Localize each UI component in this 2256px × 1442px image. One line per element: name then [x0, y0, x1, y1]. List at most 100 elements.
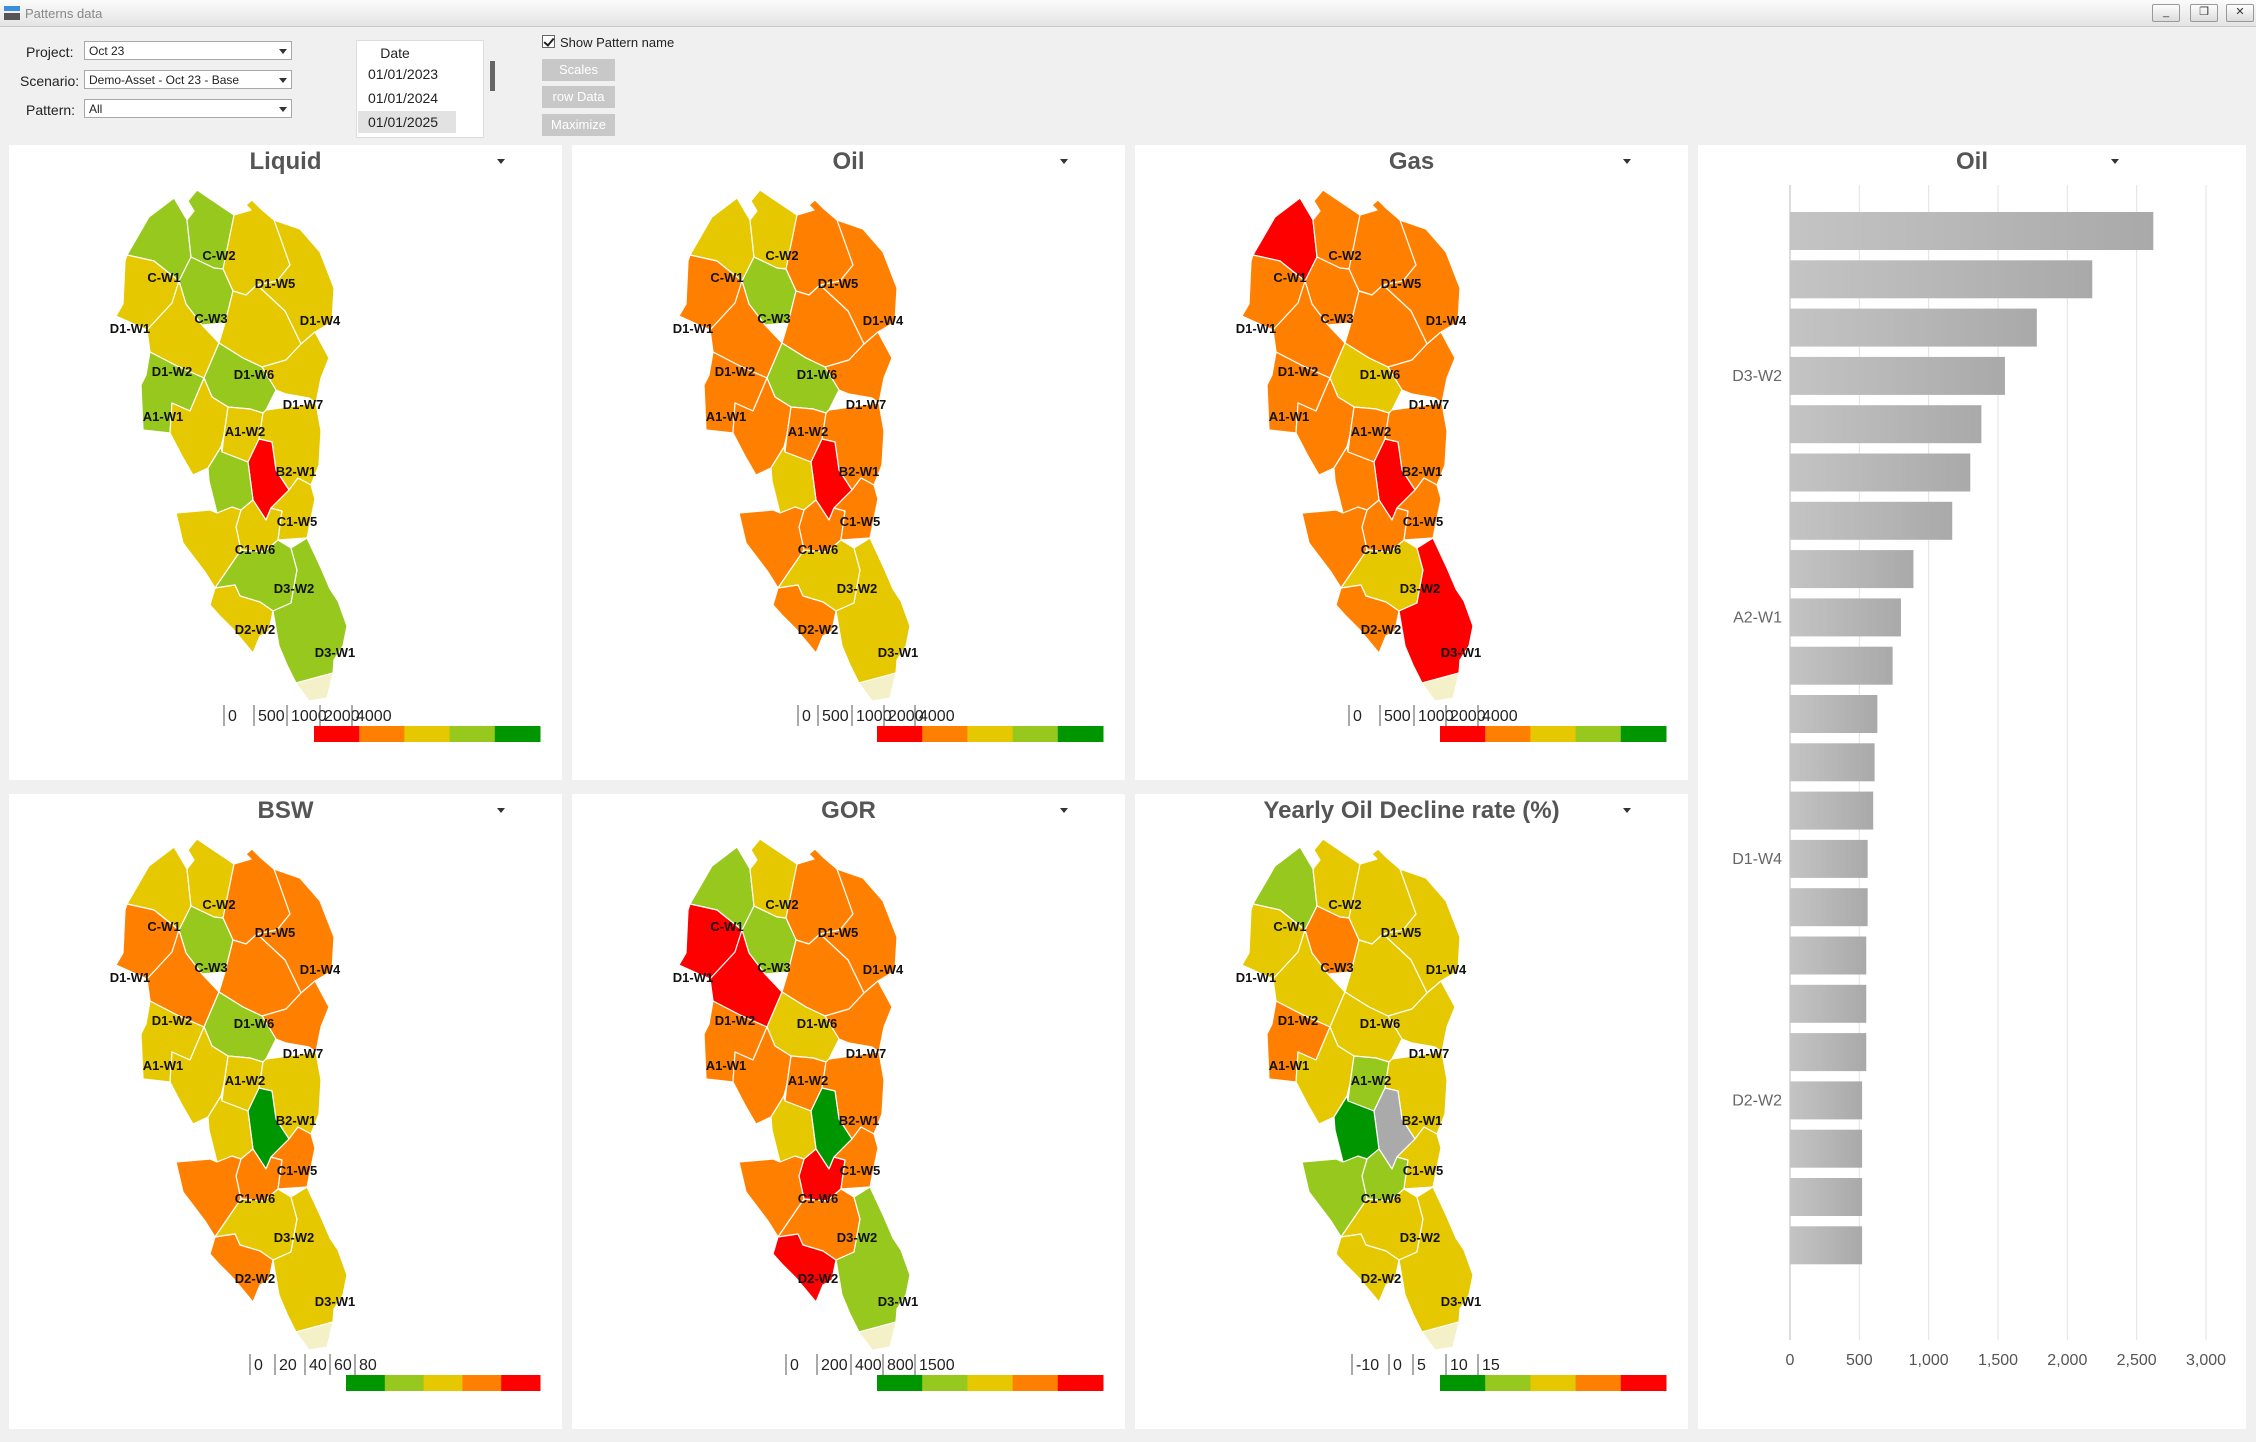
date-list[interactable]: Date 01/01/2023 01/01/2024 01/01/2025 — [356, 40, 495, 138]
bar[interactable] — [1790, 1081, 1863, 1120]
bar[interactable] — [1790, 646, 1893, 685]
maximize-button[interactable]: Maximize — [542, 114, 615, 136]
legend-tick-label: 1000 — [291, 708, 327, 725]
x-tick-label: 2,000 — [2047, 1352, 2087, 1369]
pattern-label: C-W2 — [765, 897, 798, 912]
bar[interactable] — [1790, 308, 2037, 347]
pattern-polygon-d2-w2[interactable] — [209, 1233, 274, 1303]
bar[interactable] — [1790, 743, 1875, 782]
pattern-label: D1-W2 — [152, 1013, 192, 1028]
pattern-polygon-c1-w6[interactable] — [1301, 506, 1368, 589]
bar[interactable] — [1790, 453, 1971, 492]
pattern-label: D2-W2 — [235, 1271, 275, 1286]
bar[interactable] — [1790, 839, 1868, 878]
pattern-polygon-c1-w6[interactable] — [738, 1155, 805, 1238]
pattern-label: D1-W4 — [863, 313, 904, 328]
pattern-polygon-c1-w5[interactable] — [270, 477, 316, 541]
bar[interactable] — [1790, 598, 1901, 637]
project-combo[interactable]: Oct 23 — [84, 41, 292, 60]
bar[interactable] — [1790, 550, 1914, 589]
minimize-button[interactable]: _ — [2152, 4, 2180, 22]
panel-dropdown-icon[interactable] — [1060, 159, 1068, 164]
bar[interactable] — [1790, 791, 1874, 830]
pattern-polygon-d3-w1[interactable] — [272, 537, 348, 684]
pattern-polygon-d2-w2[interactable] — [1335, 1233, 1400, 1303]
panel-dropdown-icon[interactable] — [1060, 808, 1068, 813]
bar[interactable] — [1790, 984, 1867, 1023]
pattern-polygon-d3-w1[interactable] — [1398, 1186, 1474, 1333]
pattern-polygon-d3-w1[interactable] — [272, 1186, 348, 1333]
legend-swatch — [1530, 726, 1577, 742]
legend-tick-label: 20 — [279, 1357, 297, 1374]
x-tick-label: 500 — [1846, 1352, 1873, 1369]
close-button[interactable]: ✕ — [2226, 4, 2254, 22]
pattern-polygon-c1-w5[interactable] — [833, 1126, 879, 1190]
bar[interactable] — [1790, 356, 2005, 395]
row-data-button[interactable]: row Data — [542, 86, 615, 108]
bar[interactable] — [1790, 888, 1868, 927]
pattern-label: C1-W5 — [277, 514, 317, 529]
legend-swatch — [1530, 1375, 1577, 1391]
bar[interactable] — [1790, 936, 1867, 975]
legend-swatch — [1485, 726, 1531, 742]
pattern-polygon-c1-w6[interactable] — [738, 506, 805, 589]
date-item-selected[interactable]: 01/01/2025 — [358, 111, 456, 133]
color-legend: 0 20 40 60 80 — [249, 1354, 541, 1391]
bar[interactable] — [1790, 1226, 1863, 1265]
pattern-polygon-c1-w6[interactable] — [175, 1155, 242, 1238]
pattern-label: C1-W6 — [235, 542, 275, 557]
date-item[interactable]: 01/01/2024 — [368, 90, 439, 106]
pattern-polygon-c1-w5[interactable] — [270, 1126, 316, 1190]
pattern-polygon-d2-w2[interactable] — [1335, 584, 1400, 654]
legend-swatch — [359, 726, 405, 742]
pattern-label: C1-W6 — [1361, 1191, 1401, 1206]
bar[interactable] — [1790, 212, 2154, 250]
legend-swatch — [1575, 726, 1622, 742]
panel-dropdown-icon[interactable] — [2111, 159, 2119, 164]
restore-button[interactable]: ❐ — [2190, 4, 2218, 22]
pattern-label: C-W3 — [194, 311, 227, 326]
pattern-polygon-c1-w6[interactable] — [175, 506, 242, 589]
panel-dropdown-icon[interactable] — [1623, 159, 1631, 164]
pattern-polygon-c1-w5[interactable] — [833, 477, 879, 541]
pattern-polygon-d3-w1[interactable] — [835, 537, 911, 684]
pattern-polygon-fade — [295, 1321, 334, 1351]
scenario-combo[interactable]: Demo-Asset - Oct 23 - Base — [84, 70, 292, 89]
pattern-polygon-c1-w5[interactable] — [1396, 1126, 1442, 1190]
bar[interactable] — [1790, 695, 1878, 733]
pattern-polygon-d3-w1[interactable] — [835, 1186, 911, 1333]
bar[interactable] — [1790, 1033, 1867, 1072]
pattern-polygon-c1-w5[interactable] — [1396, 477, 1442, 541]
panel-title: Gas — [1388, 148, 1435, 175]
pattern-labels: C-W1 C-W2 D1-W5 D1-W4 D1-W1 C-W3 D1-W2 D1-W6 D1-… — [1236, 248, 1481, 660]
legend-swatch — [1575, 1375, 1622, 1391]
pattern-label: C-W2 — [765, 248, 798, 263]
bar[interactable] — [1790, 1129, 1863, 1168]
pattern-label: D1-W5 — [1381, 925, 1421, 940]
scales-button[interactable]: Scales — [542, 59, 615, 81]
panel-dropdown-icon[interactable] — [1623, 808, 1631, 813]
panel-title: Oil — [832, 148, 865, 175]
bar[interactable] — [1790, 260, 2093, 299]
show-pattern-name-checkbox[interactable] — [542, 35, 555, 48]
pattern-polygon-d2-w2[interactable] — [209, 584, 274, 654]
pattern-polygon-d2-w2[interactable] — [772, 1233, 837, 1303]
pattern-label: D1-W4 — [1426, 313, 1467, 328]
legend-swatch — [494, 726, 541, 742]
date-item[interactable]: 01/01/2023 — [368, 66, 439, 82]
legend-tick-label: 500 — [822, 708, 849, 725]
date-scrollbar[interactable] — [490, 61, 495, 91]
pattern-polygon-d2-w2[interactable] — [772, 584, 837, 654]
bar[interactable] — [1790, 405, 1982, 444]
legend-swatch — [462, 1375, 502, 1391]
project-value: Oct 23 — [89, 44, 125, 58]
pattern-label: D1-W1 — [110, 321, 150, 336]
bar[interactable] — [1790, 501, 1953, 540]
panel-dropdown-icon[interactable] — [497, 808, 505, 813]
pattern-combo[interactable]: All — [84, 99, 292, 118]
pattern-polygon-c1-w6[interactable] — [1301, 1155, 1368, 1238]
pattern-polygon-d3-w1[interactable] — [1398, 537, 1474, 684]
bar[interactable] — [1790, 1178, 1863, 1216]
panel-dropdown-icon[interactable] — [497, 159, 505, 164]
